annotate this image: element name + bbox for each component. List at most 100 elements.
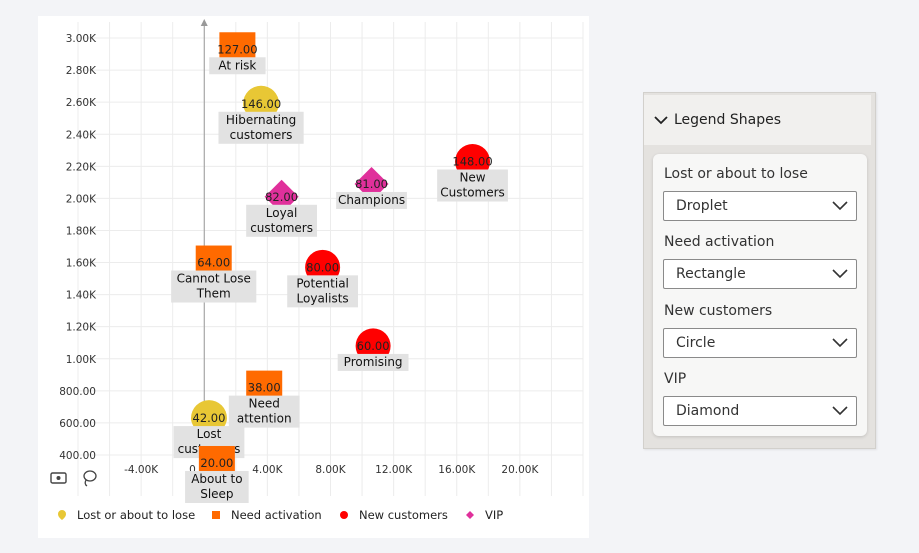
x-tick-label: -4.00K [124, 464, 159, 476]
category-label-line: Hibernating [226, 113, 296, 127]
data-value-label: 127.00 [217, 42, 257, 56]
data-point-champions[interactable]: 81.00 Champions [336, 166, 407, 209]
category-label-background [336, 191, 407, 209]
legend-item-vip[interactable]: VIP [466, 508, 503, 522]
scatter-chart-visual: 400.00 600.00 800.00 1.00K 1.20K 1.40K 1.60K 1.… [38, 16, 589, 538]
y-tick-label: 2.20K [66, 161, 97, 173]
x-tick-label: 4.00K [252, 464, 283, 476]
format-panel: Legend Shapes Lost or about to lose Drop… [643, 92, 876, 449]
shape-select-new-customers[interactable]: Circle [663, 328, 857, 358]
category-label-line: Need [249, 397, 280, 411]
category-label-line: Promising [344, 355, 403, 369]
field-label-vip: VIP [664, 371, 687, 387]
category-label-line: New [459, 171, 485, 185]
legend-label: Lost or about to lose [77, 508, 195, 522]
y-tick-label: 400.00 [59, 450, 96, 462]
data-point-promising[interactable]: 60.00 Promising [337, 328, 409, 371]
chevron-down-icon [832, 269, 848, 279]
legend-label: New customers [359, 508, 448, 522]
chevron-down-icon [832, 201, 848, 211]
field-label-lost-or-about-to-lose: Lost or about to lose [664, 166, 808, 182]
shape-select-lost-or-about-to-lose[interactable]: Droplet [663, 191, 857, 221]
selected-value: Circle [676, 335, 716, 351]
legend-shapes-section-header[interactable]: Legend Shapes [644, 95, 871, 145]
category-label-background [218, 111, 304, 144]
legend-item-need-activation[interactable]: Need activation [212, 508, 322, 522]
lasso-select-icon[interactable] [83, 470, 97, 487]
data-value-label: 82.00 [265, 190, 298, 204]
category-label-background [337, 353, 409, 371]
y-tick-label: 600.00 [59, 418, 96, 430]
data-value-label: 60.00 [357, 339, 390, 353]
y-tick-label: 1.60K [66, 258, 97, 270]
category-label-line: About to [191, 472, 242, 486]
category-label-line: Lost [197, 427, 222, 441]
category-label-line: Loyal [266, 206, 298, 220]
data-point-at-risk[interactable]: 127.00 At risk [209, 32, 266, 75]
y-tick-label: 1.00K [66, 354, 97, 366]
category-label-line: customers [230, 128, 293, 142]
legend-item-new-customers[interactable]: New customers [340, 508, 448, 522]
shape-select-vip[interactable]: Diamond [663, 396, 857, 426]
y-tick-label: 2.00K [66, 193, 97, 205]
data-value-label: 20.00 [200, 456, 233, 470]
data-value-label: 42.00 [193, 411, 226, 425]
legend-droplet-marker [58, 510, 66, 520]
focus-dot [56, 476, 61, 480]
lasso-tail [84, 479, 88, 487]
chevron-down-icon [654, 116, 668, 125]
y-tick-label: 1.80K [66, 225, 97, 237]
chevron-down-icon [832, 406, 848, 416]
x-tick-label: 12.00K [375, 464, 413, 476]
legend-diamond-marker [466, 511, 474, 519]
category-label-line: At risk [218, 58, 256, 72]
category-label-background [185, 470, 249, 503]
field-label-new-customers: New customers [664, 303, 773, 319]
selected-value: Diamond [676, 403, 740, 419]
shape-select-need-activation[interactable]: Rectangle [663, 259, 857, 289]
legend-rectangle-marker [212, 511, 220, 519]
y-tick-label: 2.40K [66, 129, 97, 141]
legend-circle-marker [340, 511, 348, 519]
category-label-background [437, 169, 508, 202]
category-label-line: Loyalists [297, 291, 349, 305]
field-label-need-activation: Need activation [664, 234, 775, 250]
category-label-line: Champions [338, 193, 405, 207]
category-label-background [228, 395, 300, 428]
legend-item-lost-or-about-to-lose[interactable]: Lost or about to lose [58, 508, 195, 522]
selected-value: Droplet [676, 198, 728, 214]
x-tick-label: 16.00K [438, 464, 476, 476]
category-label-line: Sleep [200, 487, 233, 501]
category-label-background [246, 204, 317, 237]
y-tick-label: 1.40K [66, 290, 97, 302]
category-label-background [209, 57, 266, 75]
y-tick-label: 800.00 [59, 386, 96, 398]
category-label-line: customers [250, 221, 313, 235]
x-tick-label: 20.00K [501, 464, 539, 476]
category-label-background [171, 270, 257, 303]
scatter-chart-svg: 400.00 600.00 800.00 1.00K 1.20K 1.40K 1.60K 1.… [50, 19, 584, 522]
y-tick-label: 2.80K [66, 65, 97, 77]
lasso-loop [83, 470, 97, 482]
data-value-label: 80.00 [306, 260, 339, 274]
legend-shapes-card: Lost or about to lose Droplet Need activ… [653, 154, 867, 436]
focus-mode-icon[interactable] [50, 472, 67, 484]
legend-label: VIP [485, 508, 503, 522]
category-label-line: Customers [440, 186, 505, 200]
category-label-line: Cannot Lose [177, 272, 251, 286]
legend-label: Need activation [231, 508, 322, 522]
data-value-label: 148.00 [452, 155, 492, 169]
x-tick-label: 8.00K [315, 464, 346, 476]
category-label-line: Them [196, 287, 231, 301]
data-value-label: 38.00 [248, 381, 281, 395]
data-value-label: 64.00 [197, 256, 230, 270]
y-tick-label: 1.20K [66, 322, 97, 334]
y-tick-label: 3.00K [66, 33, 97, 45]
